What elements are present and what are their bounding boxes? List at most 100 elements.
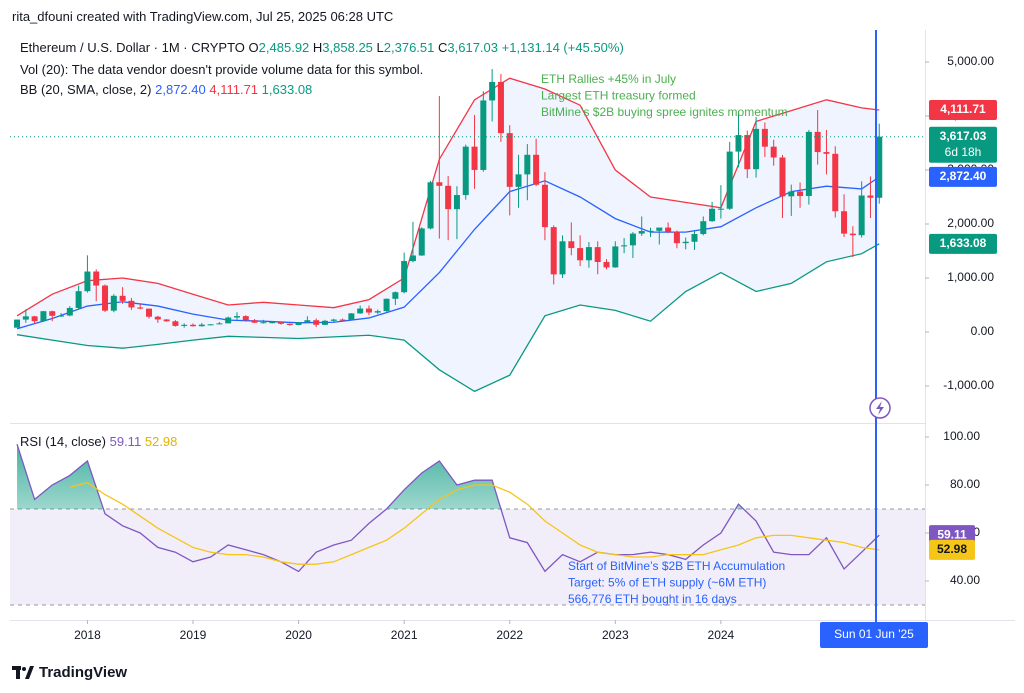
candle-body (286, 323, 293, 325)
price-pane (14, 69, 883, 393)
bb-upper: 4,111.71 (209, 82, 259, 97)
candle-body (506, 133, 513, 187)
brand-logo (12, 665, 34, 679)
candle-body (198, 324, 205, 327)
candle-body (744, 135, 751, 170)
candle-body (383, 298, 390, 312)
candle-body (709, 208, 716, 222)
candle-body (277, 322, 284, 324)
candle-body (797, 191, 804, 197)
x-tick-label: 2019 (180, 628, 207, 642)
overbought-fill (17, 444, 880, 509)
annotation: BitMine’s $2B buying spree ignites momen… (541, 105, 788, 119)
symbol-legend: Ethereum / U.S. Dollar · 1M · CRYPTO O2,… (20, 40, 624, 55)
rsi-value: 59.11 (109, 434, 142, 449)
candle-body (427, 182, 434, 229)
candle-body (673, 231, 680, 244)
candle-body (568, 241, 575, 249)
candle-body (761, 128, 768, 147)
candle-body (172, 321, 179, 326)
candle-body (260, 322, 267, 324)
candle-body (462, 146, 469, 196)
candle-body (392, 292, 399, 299)
price-label: 4,111.71 (940, 102, 986, 116)
candle-body (242, 316, 249, 321)
attribution: rita_dfouni created with TradingView.com… (12, 9, 394, 24)
candle-body (841, 211, 848, 234)
candle-body (665, 227, 672, 232)
candle-body (146, 308, 153, 317)
candle-body (559, 241, 566, 275)
annotation: Largest ETH treasury formed (541, 89, 696, 103)
bb-legend: BB (20, SMA, close, 2) 2,872.40 4,111.71… (20, 82, 312, 97)
price-label: 2,872.40 (940, 169, 987, 183)
candle-body (726, 151, 733, 209)
candle-body (436, 182, 443, 186)
candle-body (621, 245, 628, 247)
candle-body (93, 271, 100, 286)
price-label-box (929, 166, 997, 187)
annotation: 566,776 ETH bought in 16 days (568, 592, 737, 606)
candle-body (119, 295, 126, 301)
candle-body (190, 324, 196, 327)
candle-body (753, 128, 760, 170)
candle-body (418, 228, 425, 256)
candle-body (876, 136, 883, 198)
y-tick-label: 40.00 (950, 573, 980, 587)
candle-body (181, 324, 188, 326)
rsi-title: RSI (14, close) (20, 434, 106, 449)
y-tick-label: 80.00 (950, 477, 980, 491)
ohlc-h: H (312, 40, 323, 55)
annotation: Start of BitMine’s $2B ETH Accumulation (568, 559, 785, 573)
price-label-box (929, 126, 997, 163)
candle-body (339, 319, 346, 321)
candle-body (154, 316, 161, 320)
candle-body (49, 311, 56, 316)
x-tick-label: 2020 (285, 628, 312, 642)
candle-body (357, 308, 364, 314)
candle-body (348, 313, 355, 320)
candle-body (629, 233, 636, 246)
rsi-line (16, 444, 880, 573)
rsi-label: 59.11 (937, 527, 967, 541)
x-tick-label: 2024 (708, 628, 735, 642)
candle-body (480, 100, 487, 170)
candle-body (365, 308, 372, 313)
candle-body (770, 146, 777, 158)
candle-body (788, 191, 795, 197)
candle-body (409, 255, 416, 262)
candle-body (805, 131, 812, 197)
candle-body (647, 230, 654, 232)
candle-body (691, 234, 698, 242)
ohlc-value: 2,485.92 (258, 40, 310, 55)
candle-body (497, 81, 504, 134)
candle-body (84, 271, 91, 292)
candle-body (128, 300, 135, 308)
y-tick-label: 0.00 (971, 324, 995, 338)
candle-body (40, 311, 47, 322)
rsi-band-fill (10, 509, 925, 605)
candle-body (682, 241, 689, 244)
y-tick-label: -1,000.00 (943, 378, 994, 392)
ohlc-value: 2,376.51 (383, 40, 435, 55)
ohlc-c: C (438, 40, 448, 55)
candle-body (453, 195, 460, 210)
annotation: Target: 5% of ETH supply (~6M ETH) (568, 576, 766, 590)
ohlc-value: 3,858.25 (322, 40, 373, 55)
x-tick-label: 2023 (602, 628, 629, 642)
y-tick-label: 100.00 (943, 429, 980, 443)
countdown: 6d 18h (945, 145, 982, 159)
candle-body (849, 233, 856, 236)
candle-body (779, 157, 786, 197)
candle-body (207, 324, 214, 326)
candle-body (330, 319, 337, 321)
candle-body (656, 227, 663, 231)
candle-body (75, 291, 82, 308)
candle-body (612, 246, 619, 268)
y-tick-label: 5,000.00 (947, 54, 994, 68)
candle-body (137, 307, 144, 309)
candle-body (163, 319, 170, 322)
candle-body (594, 247, 601, 263)
